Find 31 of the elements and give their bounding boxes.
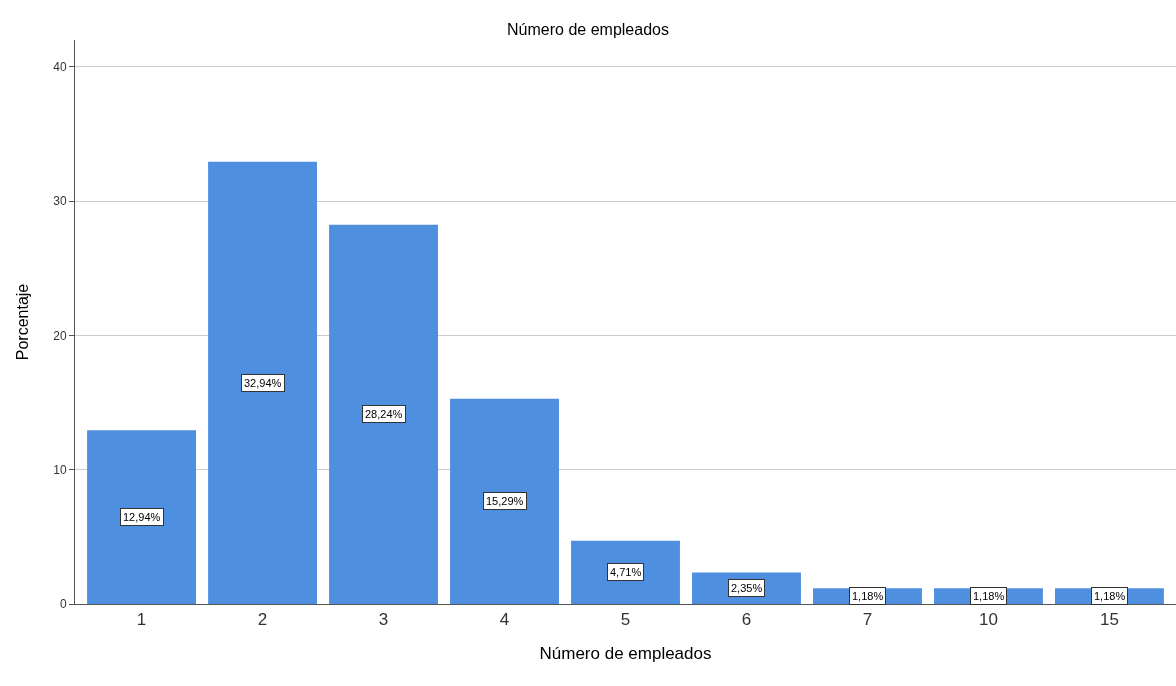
data-label: 1,18% — [973, 590, 1005, 602]
data-label: 1,18% — [1094, 590, 1126, 602]
data-label: 15,29% — [486, 495, 524, 507]
y-tick-label: 30 — [53, 194, 67, 209]
y-tick-label: 20 — [53, 328, 67, 343]
y-tick-label: 0 — [59, 597, 67, 612]
x-tick-label: 2 — [257, 610, 268, 630]
x-tick-label: 10 — [979, 610, 998, 630]
x-tick-label: 3 — [378, 610, 389, 630]
x-tick-label: 5 — [620, 610, 631, 630]
data-label: 32,94% — [244, 377, 282, 389]
bar — [87, 430, 196, 604]
y-tick-label: 40 — [53, 60, 67, 75]
x-tick-label: 15 — [1100, 610, 1119, 630]
x-tick-label: 7 — [862, 610, 873, 630]
x-tick-label: 6 — [741, 610, 752, 630]
bar — [450, 398, 559, 604]
bar — [329, 224, 438, 604]
x-tick-label: 1 — [136, 610, 147, 630]
data-label: 1,18% — [852, 590, 884, 602]
x-tick-label: 4 — [499, 610, 510, 630]
data-label: 12,94% — [123, 511, 161, 523]
chart-title: Número de empleados — [507, 21, 669, 39]
x-axis-title: Número de empleados — [539, 643, 712, 663]
bar — [571, 540, 680, 604]
data-label: 4,71% — [610, 566, 642, 578]
y-axis-title: Porcentaje — [14, 283, 32, 361]
data-label: 28,24% — [365, 408, 403, 420]
data-label: 2,35% — [731, 582, 763, 594]
bar — [208, 161, 317, 604]
y-tick-label: 10 — [53, 462, 67, 477]
